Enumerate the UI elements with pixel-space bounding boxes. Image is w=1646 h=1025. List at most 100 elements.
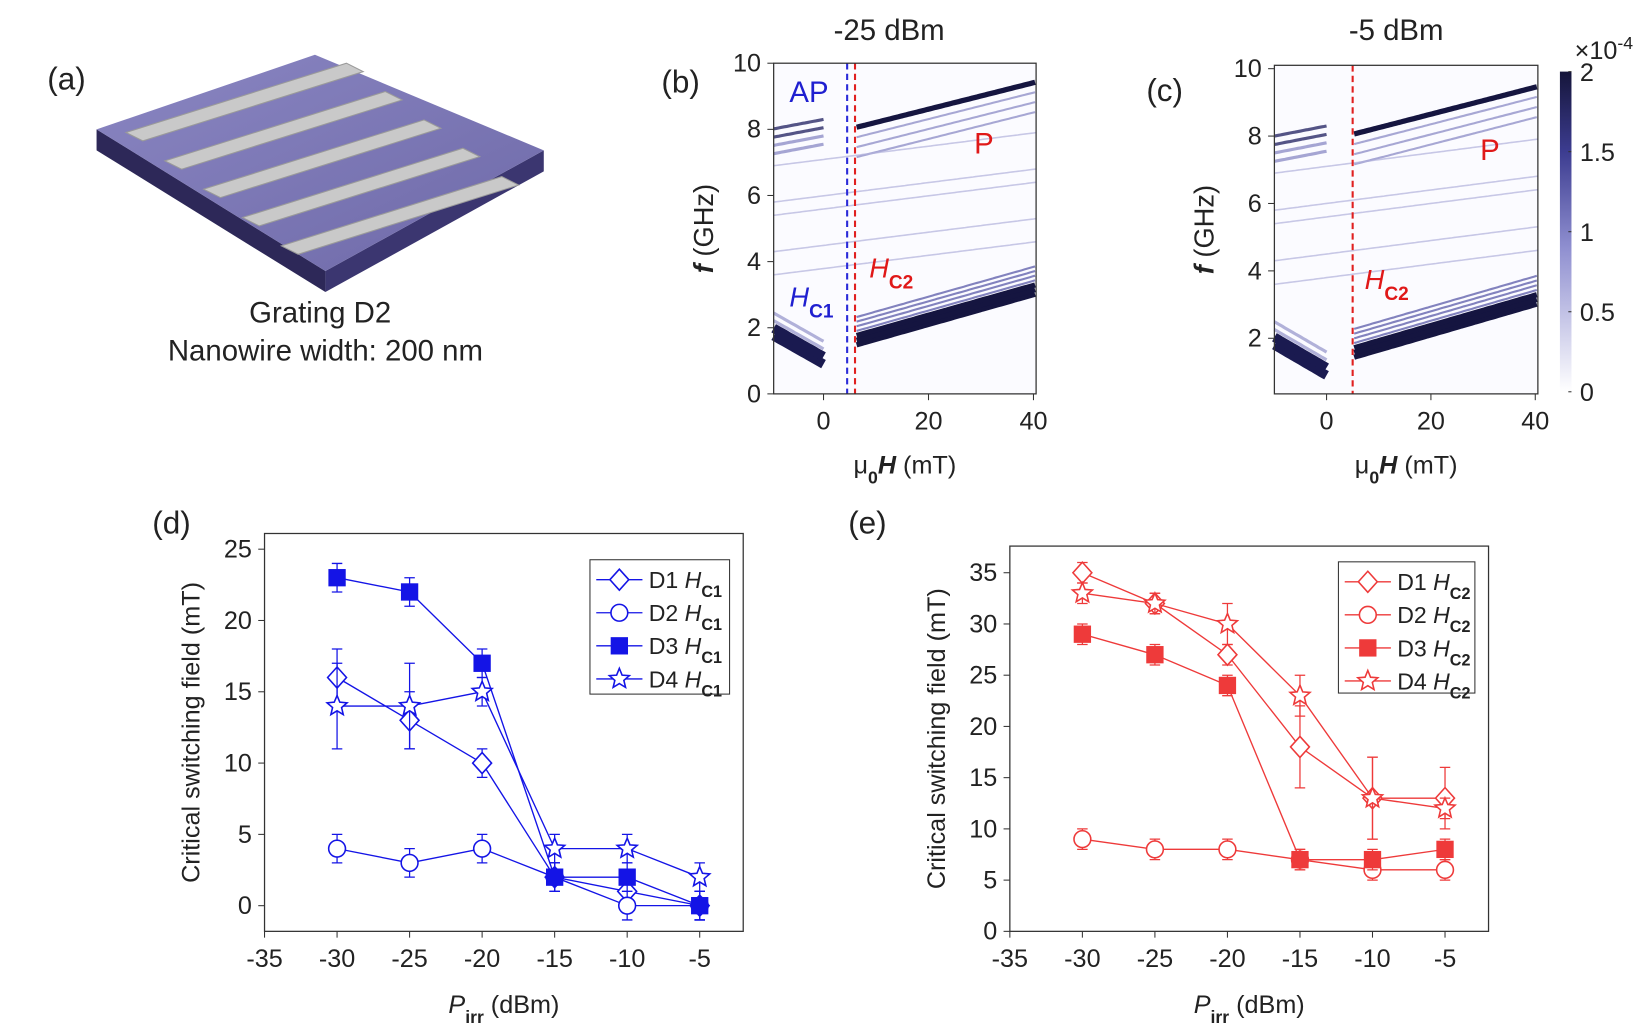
heatmap-band [773, 131, 1037, 167]
colorbar-tick-label: 0.5 [1580, 299, 1615, 327]
x-tick-label: -5 [1434, 945, 1456, 973]
x-axis-label: Pirr (dBm) [1194, 991, 1305, 1025]
marker [691, 897, 709, 915]
y-tick-label: 10 [969, 815, 997, 843]
series [1073, 828, 1455, 881]
marker [1433, 795, 1457, 819]
marker [1218, 840, 1237, 859]
y-tick-label: 0 [238, 892, 252, 920]
y-tick-label: 2 [1248, 325, 1262, 353]
marker [545, 868, 564, 886]
y-tick-label: 0 [983, 918, 997, 946]
heatmap-band [1353, 116, 1538, 166]
heatmap-band [1353, 292, 1538, 351]
panel-label: (b) [661, 64, 699, 100]
y-tick-label: 20 [224, 607, 252, 635]
x-tick-label: -15 [536, 945, 572, 973]
marker [327, 839, 347, 858]
heatmap-band [1274, 132, 1327, 147]
heatmap-band [856, 265, 1036, 319]
heatmap-band [855, 287, 1036, 343]
heatmap-band [771, 324, 826, 361]
y-tick-label: 0 [747, 380, 761, 408]
heatmap-band [1274, 249, 1539, 286]
heatmap-band [855, 79, 1036, 130]
series-line [336, 676, 700, 907]
y-tick-label: 5 [238, 821, 252, 849]
annotation: AP [789, 76, 828, 109]
heatmap-band [1353, 288, 1538, 345]
marker [1289, 735, 1311, 759]
marker [687, 864, 712, 888]
x-tick-label: -10 [609, 945, 645, 973]
marker [1145, 840, 1165, 859]
heatmap-band [773, 142, 824, 156]
marker [400, 583, 419, 601]
marker [618, 868, 636, 886]
marker [1143, 590, 1167, 614]
marker [607, 666, 632, 690]
legend-label: D3 HC2 [1397, 635, 1470, 669]
x-axis-label: μ0H (mT) [1355, 452, 1458, 488]
marker [610, 637, 629, 655]
legend-marker [610, 603, 629, 622]
heatmap-band [1274, 149, 1327, 163]
y-tick-label: 35 [969, 559, 997, 587]
legend-label: D4 HC1 [649, 666, 722, 700]
marker [1071, 561, 1093, 585]
marker [608, 568, 630, 592]
x-tick-label: 40 [1019, 408, 1047, 436]
y-tick-label: 25 [969, 662, 997, 690]
y-axis-label: f (GHz) [688, 184, 719, 273]
legend-label: D2 HC1 [649, 600, 722, 634]
marker [473, 654, 491, 672]
y-tick-label: 10 [1234, 55, 1262, 83]
legend-label: D1 HC2 [1397, 569, 1470, 603]
series-line [1082, 838, 1445, 871]
x-tick-label: 20 [1417, 408, 1445, 436]
marker [542, 836, 567, 859]
y-axis-label: f (GHz) [1189, 185, 1220, 274]
plot-frame [1273, 64, 1539, 395]
series-line [336, 847, 700, 907]
x-tick-label: -30 [1064, 945, 1100, 973]
y-tick-label: 20 [969, 713, 997, 741]
colorbar-tick-label: 2 [1580, 59, 1594, 87]
heatmap-band [1274, 124, 1327, 138]
y-tick-label: 15 [224, 678, 252, 706]
colorbar-label: ×10-4 [1575, 33, 1634, 65]
marker [615, 836, 640, 859]
heatmap-band [1353, 84, 1538, 137]
marker [325, 693, 349, 717]
heatmap-image [1272, 65, 1539, 394]
annotation: HC2 [869, 252, 913, 292]
heatmap-image [771, 63, 1037, 394]
x-axis-label: μ0H (mT) [854, 452, 957, 488]
heatmap-band [855, 282, 1036, 339]
series [1070, 580, 1457, 840]
marker [1288, 683, 1312, 706]
heatmap-band [1274, 188, 1538, 225]
chart-title: -5 dBm [1349, 14, 1444, 47]
legend-marker [607, 666, 632, 690]
series-line [1082, 592, 1446, 810]
y-tick-label: 4 [1248, 257, 1262, 285]
legend-marker [610, 637, 629, 655]
heatmap-band [856, 101, 1036, 149]
heatmap-band [772, 311, 825, 343]
marker [1358, 605, 1378, 625]
legend-marker [1357, 570, 1379, 594]
marker [1435, 860, 1455, 880]
x-tick-label: -35 [246, 945, 282, 973]
x-tick-label: -30 [319, 945, 355, 973]
legend-label: D4 HC2 [1397, 668, 1470, 702]
marker [400, 853, 419, 873]
y-tick-label: 30 [969, 610, 997, 638]
series-line [1082, 572, 1445, 799]
heatmap-band [1273, 328, 1328, 362]
marker [617, 896, 637, 915]
legend-marker [1358, 605, 1378, 625]
heatmap-band [1272, 333, 1329, 372]
heatmap-band [773, 126, 824, 139]
marker [1073, 625, 1092, 643]
